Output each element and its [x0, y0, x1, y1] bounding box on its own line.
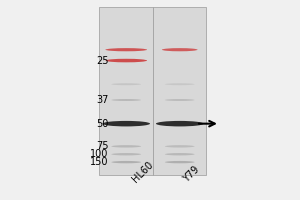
Ellipse shape — [111, 145, 141, 148]
Text: 37: 37 — [96, 95, 108, 105]
Ellipse shape — [102, 121, 150, 126]
Text: Y79: Y79 — [181, 165, 201, 185]
Ellipse shape — [165, 153, 195, 155]
Ellipse shape — [156, 121, 203, 126]
FancyBboxPatch shape — [100, 7, 153, 175]
Ellipse shape — [105, 48, 147, 51]
Text: 150: 150 — [90, 157, 108, 167]
Ellipse shape — [111, 161, 141, 163]
Text: HL60: HL60 — [131, 160, 155, 185]
Text: 75: 75 — [96, 141, 108, 151]
Ellipse shape — [105, 59, 147, 62]
Ellipse shape — [165, 145, 195, 148]
Text: 50: 50 — [96, 119, 108, 129]
Ellipse shape — [111, 99, 141, 101]
Ellipse shape — [165, 83, 195, 85]
Ellipse shape — [111, 153, 141, 155]
Text: 25: 25 — [96, 56, 108, 66]
Ellipse shape — [165, 99, 195, 101]
FancyBboxPatch shape — [153, 7, 206, 175]
Ellipse shape — [162, 48, 198, 51]
Ellipse shape — [111, 83, 141, 85]
Text: 100: 100 — [90, 149, 108, 159]
Ellipse shape — [165, 161, 195, 163]
